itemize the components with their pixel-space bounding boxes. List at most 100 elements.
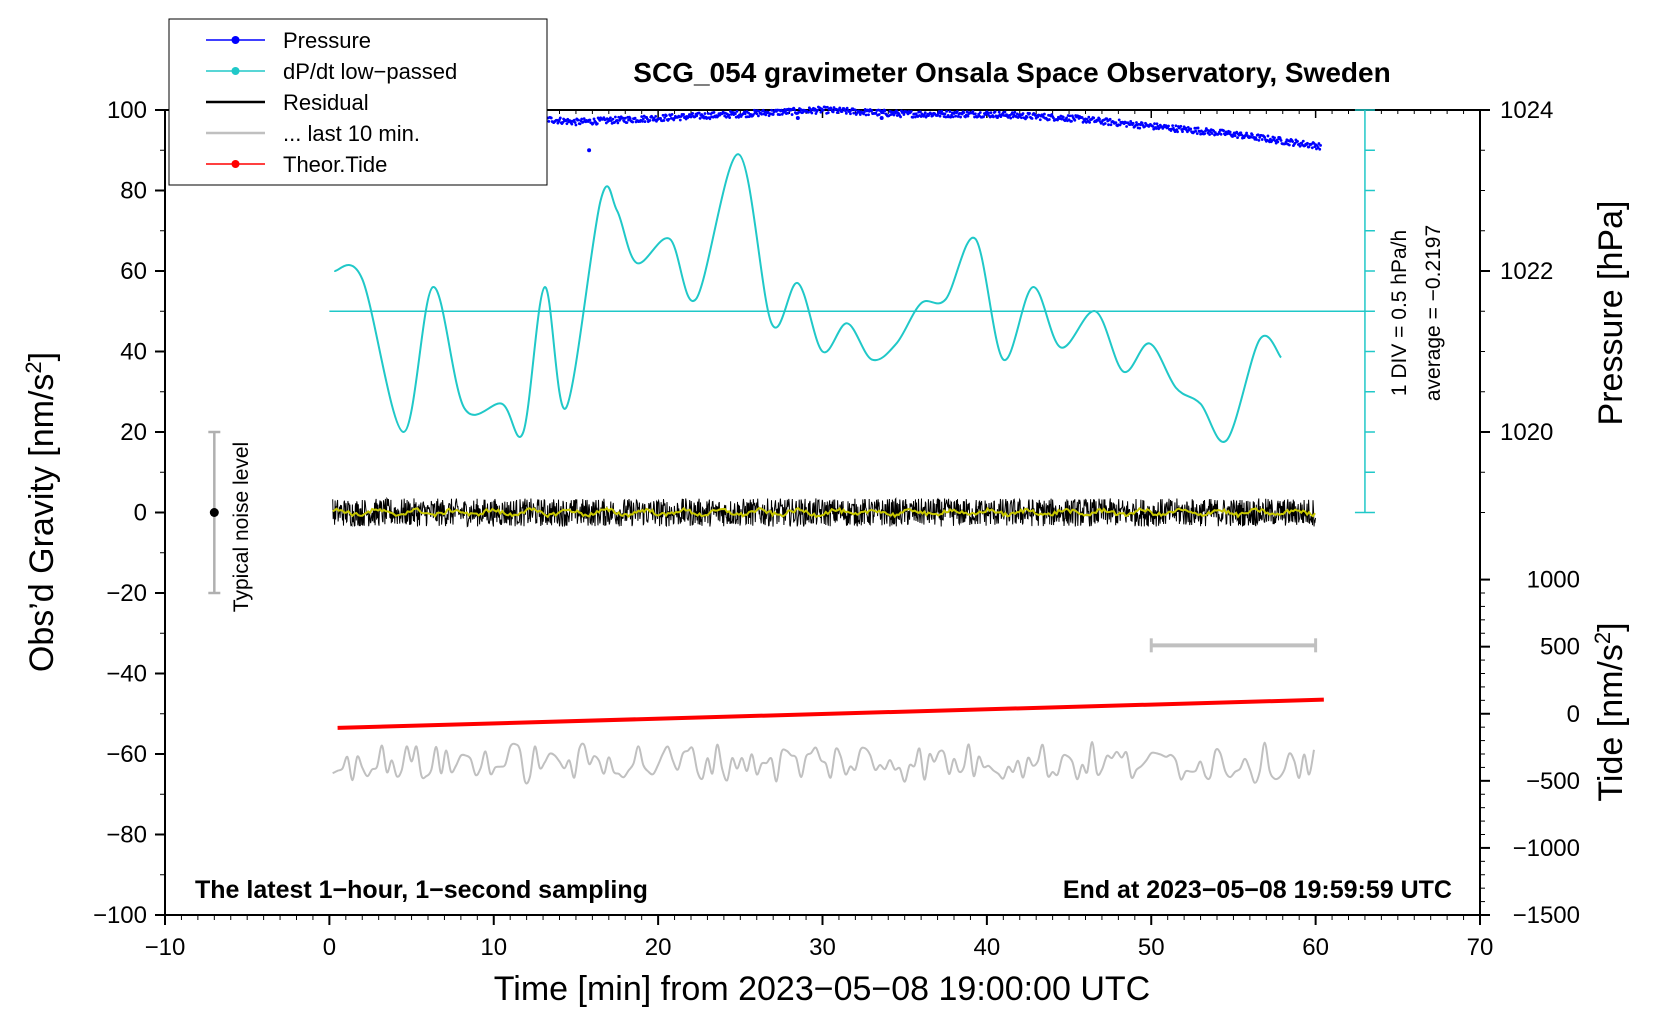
pressure-point bbox=[733, 112, 737, 116]
tide-tick-label: −1500 bbox=[1513, 902, 1580, 929]
y-tick-label: 100 bbox=[107, 97, 147, 124]
pressure-point bbox=[881, 111, 885, 115]
pressure-point bbox=[1195, 132, 1199, 136]
pressure-point bbox=[547, 119, 551, 123]
pressure-point bbox=[623, 116, 627, 120]
pressure-point bbox=[1194, 129, 1198, 133]
pressure-point bbox=[948, 110, 952, 113]
pressure-point bbox=[641, 117, 645, 121]
pressure-point bbox=[1255, 138, 1258, 141]
pressure-point bbox=[1151, 125, 1155, 128]
y-axis-title-tide-close: ] bbox=[1592, 622, 1630, 631]
pressure-point bbox=[631, 120, 635, 124]
x-axis-ticks: −10 0 10 20 30 40 50 60 70 bbox=[145, 110, 1493, 961]
pressure-point bbox=[816, 108, 819, 112]
pressure-point bbox=[662, 119, 666, 122]
pressure-point bbox=[1088, 120, 1092, 124]
pressure-point bbox=[973, 112, 977, 116]
tide-axis-ticks: 1000 500 0 −500 −1000 −1500 bbox=[1480, 567, 1580, 929]
pressure-point bbox=[1108, 117, 1112, 121]
pressure-point bbox=[616, 121, 620, 125]
legend: Pressure dP/dt low−passed Residual ... last… bbox=[168, 18, 548, 186]
pressure-point bbox=[1203, 132, 1207, 136]
pressure-point bbox=[793, 108, 796, 112]
pressure-point bbox=[1143, 125, 1147, 129]
pressure-point bbox=[1249, 135, 1253, 139]
legend-label: dP/dt low−passed bbox=[283, 59, 457, 84]
pressure-point bbox=[1167, 124, 1170, 128]
pressure-point bbox=[1105, 117, 1109, 121]
pressure-point bbox=[909, 110, 913, 113]
pressure-point bbox=[845, 106, 849, 110]
pressure-point bbox=[1173, 130, 1177, 134]
pressure-point bbox=[836, 110, 840, 114]
pressure-point bbox=[852, 111, 856, 115]
tide-tick-label: 0 bbox=[1567, 701, 1580, 728]
pressure-point bbox=[844, 111, 848, 115]
pressure-point bbox=[654, 115, 658, 118]
pressure-point bbox=[853, 108, 857, 112]
pressure-point bbox=[1176, 130, 1179, 134]
pressure-tick-label: 1022 bbox=[1500, 258, 1553, 285]
pressure-point bbox=[1266, 134, 1270, 138]
x-tick-label: 50 bbox=[1138, 934, 1165, 961]
pressure-point bbox=[613, 115, 617, 119]
pressure-point bbox=[951, 115, 955, 119]
pressure-point bbox=[807, 110, 810, 114]
pressure-point bbox=[864, 113, 868, 117]
pressure-point bbox=[1109, 123, 1113, 127]
pressure-point bbox=[870, 109, 874, 113]
pressure-point bbox=[1236, 136, 1239, 140]
pressure-point bbox=[911, 115, 915, 119]
pressure-point bbox=[640, 115, 644, 119]
pressure-tick-label: 1020 bbox=[1500, 419, 1553, 446]
series-last-10-min-line bbox=[332, 741, 1315, 785]
pressure-point bbox=[611, 117, 615, 121]
pressure-point bbox=[1080, 116, 1084, 119]
pressure-point bbox=[1277, 136, 1282, 141]
legend-label: Theor.Tide bbox=[283, 152, 387, 177]
pressure-point bbox=[987, 111, 990, 115]
pressure-point bbox=[929, 112, 933, 116]
pressure-point bbox=[831, 110, 835, 114]
pressure-point bbox=[1087, 115, 1091, 119]
pressure-point bbox=[1233, 134, 1237, 138]
pressure-point bbox=[858, 113, 862, 116]
noise-level-label: Typical noise level bbox=[230, 442, 253, 612]
pressure-point bbox=[1131, 121, 1135, 125]
pressure-point bbox=[849, 112, 852, 116]
pressure-point bbox=[1174, 124, 1178, 128]
pressure-point bbox=[1237, 133, 1241, 137]
pressure-point bbox=[752, 113, 755, 116]
pressure-point bbox=[701, 114, 705, 118]
pressure-point bbox=[1319, 143, 1322, 147]
pressure-point bbox=[591, 122, 595, 125]
pressure-point bbox=[1153, 122, 1156, 126]
pressure-point bbox=[708, 117, 712, 121]
pressure-point bbox=[819, 110, 823, 114]
pressure-point bbox=[863, 110, 866, 114]
y-axis-title-tide: Tide [nm/s2] bbox=[1590, 622, 1630, 801]
pressure-point bbox=[661, 113, 665, 117]
pressure-point bbox=[1068, 114, 1072, 118]
pressure-point bbox=[728, 116, 732, 119]
pressure-point bbox=[795, 116, 800, 121]
pressure-point bbox=[919, 115, 923, 118]
legend-marker bbox=[231, 67, 240, 75]
pressure-point bbox=[1021, 112, 1025, 115]
pressure-point bbox=[1318, 147, 1322, 151]
pressure-point bbox=[1019, 116, 1023, 120]
pressure-axis-ticks: 1020102210241026 bbox=[1480, 97, 1553, 513]
pressure-point bbox=[966, 114, 970, 118]
pressure-point bbox=[1301, 139, 1305, 143]
pressure-point bbox=[997, 110, 1001, 114]
pressure-point bbox=[1043, 112, 1046, 116]
pressure-point bbox=[1239, 131, 1243, 135]
pressure-point bbox=[670, 112, 674, 116]
pressure-point bbox=[573, 121, 577, 124]
pressure-point bbox=[664, 114, 668, 118]
pressure-point bbox=[813, 107, 817, 111]
pressure-point bbox=[1298, 144, 1302, 148]
pressure-point bbox=[874, 111, 878, 115]
